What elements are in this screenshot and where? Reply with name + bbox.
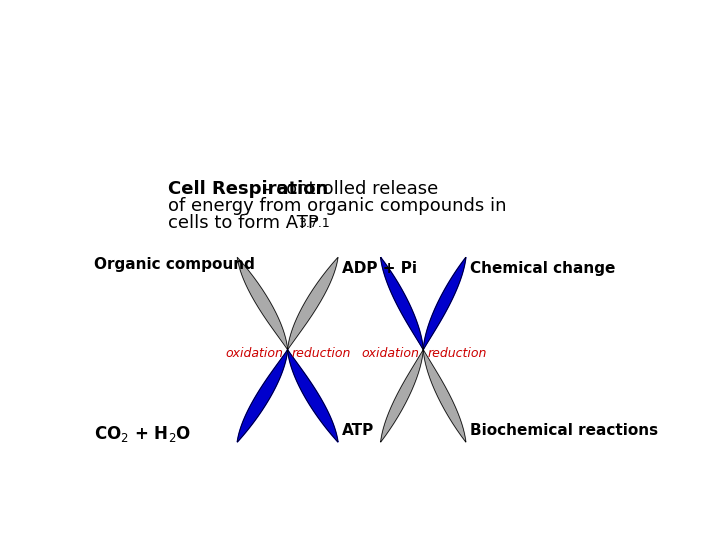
Text: ADP + Pi: ADP + Pi xyxy=(342,261,417,276)
Text: reduction: reduction xyxy=(292,347,351,360)
Polygon shape xyxy=(423,257,466,350)
Text: cells to form ATP: cells to form ATP xyxy=(168,214,324,232)
Text: ATP: ATP xyxy=(342,423,374,438)
Text: Biochemical reactions: Biochemical reactions xyxy=(469,423,658,438)
Text: - controlled release: - controlled release xyxy=(264,180,438,198)
Text: oxidation: oxidation xyxy=(226,347,284,360)
Polygon shape xyxy=(381,350,423,442)
Polygon shape xyxy=(287,350,338,442)
Polygon shape xyxy=(238,350,287,442)
Text: 3.7.1: 3.7.1 xyxy=(297,217,330,230)
Text: Chemical change: Chemical change xyxy=(469,261,615,276)
Text: oxidation: oxidation xyxy=(361,347,419,360)
Text: Cell Respiration: Cell Respiration xyxy=(168,180,328,198)
Polygon shape xyxy=(238,257,287,350)
Polygon shape xyxy=(287,257,338,350)
Text: CO$_2$ + H$_2$O: CO$_2$ + H$_2$O xyxy=(94,424,192,444)
Polygon shape xyxy=(423,350,466,442)
Text: Organic compound: Organic compound xyxy=(94,258,255,273)
Text: of energy from organic compounds in: of energy from organic compounds in xyxy=(168,197,506,215)
Text: reduction: reduction xyxy=(427,347,487,360)
Polygon shape xyxy=(381,257,423,350)
